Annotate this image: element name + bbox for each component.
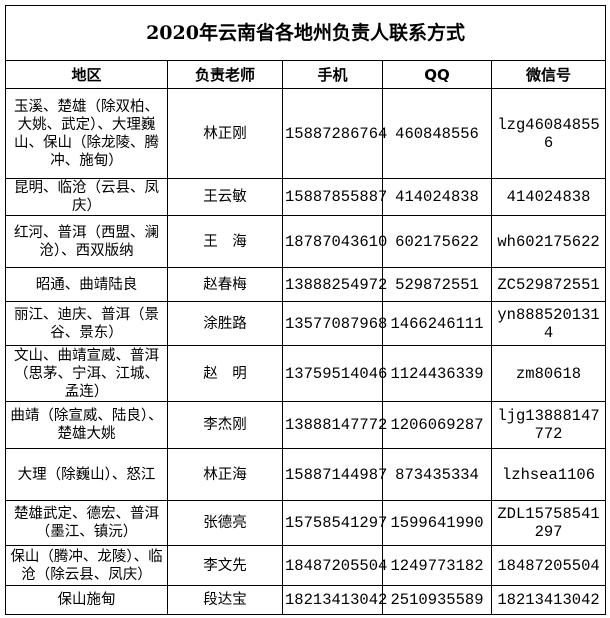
teacher-cell: 李杰刚 [167,401,283,449]
qq-cell: 460848556 [382,88,492,179]
qq-cell: 529872551 [382,267,492,302]
phone-cell: 13577087968 [282,301,387,346]
qq-cell: 602175622 [382,215,492,268]
qq-cell: 1249773182 [382,545,492,586]
table-row: 保山施甸 段达宝 18213413042 2510935589 18213413042 [5,585,607,615]
teacher-cell: 赵春梅 [167,267,283,302]
teacher-cell: 涂胜路 [167,301,283,346]
table-row: 保山（腾冲、龙陵）、临沧（除云县、凤庆） 李文先 18487205504 124977… [5,545,607,586]
region-cell: 楚雄武定、德宏、普洱（墨江、镇沅） [5,500,168,546]
table-row: 昆明、临沧（云县、凤庆） 王云敏 15887855887 414024838 41402… [5,178,607,216]
phone-cell: 13759514046 [282,345,387,402]
teacher-cell: 赵 明 [167,345,283,402]
wechat-cell: 18213413042 [490,585,607,615]
teacher-cell: 王 海 [167,215,283,268]
wechat-cell: lzhsea1106 [490,448,607,501]
table-title: 2020年云南省各地州负责人联系方式 [4,5,607,61]
phone-cell: 15758541297 [282,500,387,546]
phone-cell: 18213413042 [282,585,387,615]
wechat-cell: zm80618 [490,345,607,402]
teacher-cell: 张德亮 [167,500,283,546]
phone-cell: 18787043610 [282,215,387,268]
table-row: 曲靖（除宣威、陆良）、楚雄大姚 李杰刚 13888147772 1206069287 l… [5,401,607,449]
table-row: 昭通、曲靖陆良 赵春梅 13888254972 529872551 ZC52987255… [5,267,607,302]
teacher-cell: 段达宝 [167,585,283,615]
wechat-cell: lzg460848556 [490,88,607,179]
qq-cell: 1124436339 [382,345,492,402]
header-wechat: 微信号 [490,60,607,89]
qq-cell: 873435334 [382,448,492,501]
table-row: 丽江、迪庆、普洱（景谷、景东） 涂胜路 13577087968 1466246111 y… [5,301,607,346]
region-cell: 丽江、迪庆、普洱（景谷、景东） [5,301,168,346]
wechat-cell: ljg13888147772 [490,401,607,449]
wechat-cell: ZC529872551 [490,267,607,302]
wechat-cell: ZDL15758541297 [490,500,607,546]
qq-cell: 1599641990 [382,500,492,546]
header-region: 地区 [5,60,168,89]
wechat-cell: 414024838 [490,178,607,216]
table-row: 大理（除巍山）、怒江 林正海 15887144987 873435334 lzhsea1… [5,448,607,501]
region-cell: 保山施甸 [5,585,168,615]
wechat-cell: wh602175622 [490,215,607,268]
teacher-cell: 李文先 [167,545,283,586]
region-cell: 昆明、临沧（云县、凤庆） [5,178,168,216]
region-cell: 大理（除巍山）、怒江 [5,448,168,501]
qq-cell: 1206069287 [382,401,492,449]
phone-cell: 13888147772 [282,401,387,449]
teacher-cell: 王云敏 [167,178,283,216]
phone-cell: 13888254972 [282,267,387,302]
qq-cell: 2510935589 [382,585,492,615]
region-cell: 保山（腾冲、龙陵）、临沧（除云县、凤庆） [5,545,168,586]
table-row: 红河、普洱（西盟、澜沧）、西双版纳王 海 18787043610 602175622… [5,215,607,268]
table-row: 文山、曲靖宣威、普洱（思茅、宁洱、江城、孟连）赵 明 13759514046 112… [5,345,607,402]
header-phone: 手机 [282,60,383,89]
wechat-cell: yn8885201314 [490,301,607,346]
teacher-cell: 林正海 [167,448,283,501]
wechat-cell: 18487205504 [490,545,607,586]
phone-cell: 18487205504 [282,545,387,586]
header-teacher: 负责老师 [167,60,283,89]
header-qq: QQ [382,60,492,89]
table-row: 楚雄武定、德宏、普洱（墨江、镇沅） 张德亮 15758541297 159964199… [5,500,607,546]
qq-cell: 414024838 [382,178,492,216]
table-row: 玉溪、楚雄（除双柏、大姚、武定）、大理巍山、保山（除龙陵、腾冲、施甸） 林正刚 15… [5,88,607,179]
phone-cell: 15887855887 [282,178,387,216]
header-row: 地区 负责老师 手机 QQ 微信号 [5,60,607,89]
region-cell: 曲靖（除宣威、陆良）、楚雄大姚 [5,401,168,449]
contact-table: 2020年云南省各地州负责人联系方式 地区 负责老师 手机 QQ 微信号 玉溪、… [4,5,607,615]
region-cell: 玉溪、楚雄（除双柏、大姚、武定）、大理巍山、保山（除龙陵、腾冲、施甸） [5,88,168,179]
region-cell: 昭通、曲靖陆良 [5,267,168,302]
teacher-cell: 林正刚 [167,88,283,179]
region-cell: 红河、普洱（西盟、澜沧）、西双版纳 [5,215,168,268]
region-cell: 文山、曲靖宣威、普洱（思茅、宁洱、江城、孟连） [5,345,168,402]
qq-cell: 1466246111 [382,301,492,346]
phone-cell: 15887144987 [282,448,387,501]
phone-cell: 15887286764 [282,88,387,179]
